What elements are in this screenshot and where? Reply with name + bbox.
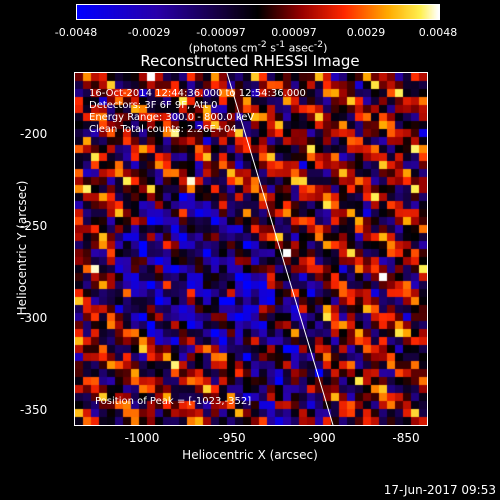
peak-position-text: Position of Peak = [-1023,-352] [95,396,252,407]
colorbar-tick: 0.0029 [346,26,386,39]
detectors-text: Detectors: 3F 6F 9F, Att 0 [89,100,218,111]
colorbar [76,4,440,20]
x-tick: -850 [392,431,420,445]
colorbar-tick: 0.0048 [418,26,458,39]
colorbar-tick: -0.00097 [196,26,246,39]
y-tick: -200 [20,127,48,141]
solar-limb-line [226,73,334,425]
colorbar-tick: -0.0048 [54,26,98,39]
energy-range-text: Energy Range: 300.0 - 800.0 keV [89,112,255,123]
x-tick: -950 [218,431,246,445]
y-axis-label: Heliocentric Y (arcsec) [15,180,29,316]
method-counts-text: Clean Total counts: 2.26E+04 [89,124,237,135]
heatmap-image [75,73,427,425]
x-axis-label: Heliocentric X (arcsec) [182,448,318,462]
image-plot: 16-Oct-2014 12:44:36.000 to 12:54:36.000… [74,72,428,426]
colorbar-tick: -0.0029 [127,26,171,39]
y-tick: -300 [20,311,48,325]
y-tick: -250 [20,219,48,233]
limb-overlay [226,73,334,425]
plot-title: Reconstructed RHESSI Image [140,52,360,70]
time-range-text: 16-Oct-2014 12:44:36.000 to 12:54:36.000 [89,88,306,99]
colorbar-unit: (photons cm-2 s-1 asec-2) [188,39,328,55]
y-tick: -350 [20,403,48,417]
generation-timestamp: 17-Jun-2017 09:53 [383,483,496,497]
colorbar-tick: 0.00097 [271,26,317,39]
x-tick: -1000 [124,431,160,445]
x-tick: -900 [308,431,336,445]
